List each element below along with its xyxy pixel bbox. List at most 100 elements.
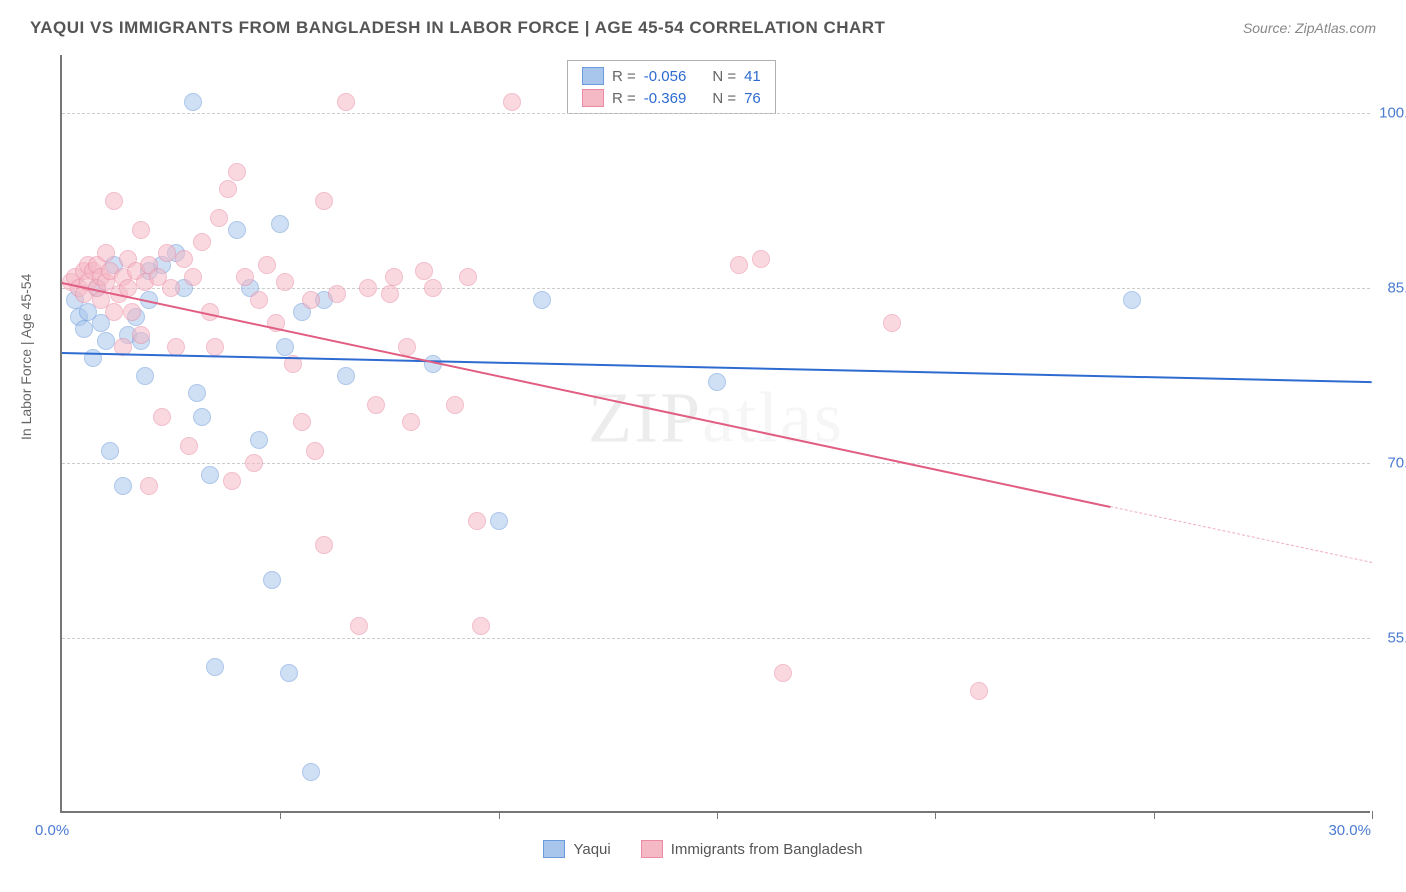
gridline [62, 113, 1370, 114]
data-point [503, 93, 521, 111]
data-point [367, 396, 385, 414]
data-point [210, 209, 228, 227]
data-point [424, 279, 442, 297]
data-point [708, 373, 726, 391]
r-label: R = [612, 68, 636, 85]
source-label: Source: ZipAtlas.com [1243, 20, 1376, 36]
legend-swatch-1 [543, 840, 565, 858]
correlation-stats-box: R = -0.056 N = 41 R = -0.369 N = 76 [567, 60, 776, 114]
x-axis-min-label: 0.0% [35, 822, 69, 839]
data-point [315, 536, 333, 554]
x-tick [1154, 811, 1155, 819]
y-tick-label: 70.0% [1375, 455, 1406, 472]
stats-row-series1: R = -0.056 N = 41 [582, 65, 761, 87]
data-point [774, 664, 792, 682]
data-point [468, 512, 486, 530]
y-tick-label: 55.0% [1375, 630, 1406, 647]
legend-item-1: Yaqui [543, 840, 610, 858]
data-point [136, 367, 154, 385]
swatch-series1 [582, 67, 604, 85]
r-value-1: -0.056 [644, 68, 687, 85]
chart-legend: Yaqui Immigrants from Bangladesh [0, 840, 1406, 858]
data-point [236, 268, 254, 286]
n-label: N = [712, 90, 736, 107]
x-tick [499, 811, 500, 819]
data-point [105, 192, 123, 210]
data-point [132, 326, 150, 344]
data-point [280, 664, 298, 682]
data-point [206, 658, 224, 676]
stats-row-series2: R = -0.369 N = 76 [582, 87, 761, 109]
legend-swatch-2 [641, 840, 663, 858]
data-point [533, 291, 551, 309]
data-point [730, 256, 748, 274]
data-point [219, 180, 237, 198]
data-point [188, 384, 206, 402]
data-point [293, 413, 311, 431]
legend-label-2: Immigrants from Bangladesh [671, 841, 863, 858]
x-axis-max-label: 30.0% [1328, 822, 1371, 839]
data-point [490, 512, 508, 530]
data-point [250, 431, 268, 449]
data-point [1123, 291, 1141, 309]
data-point [415, 262, 433, 280]
data-point [153, 408, 171, 426]
data-point [337, 367, 355, 385]
data-point [175, 250, 193, 268]
y-tick-label: 100.0% [1375, 105, 1406, 122]
data-point [350, 617, 368, 635]
data-point [302, 291, 320, 309]
data-point [193, 233, 211, 251]
n-value-1: 41 [744, 68, 761, 85]
data-point [250, 291, 268, 309]
legend-item-2: Immigrants from Bangladesh [641, 840, 863, 858]
data-point [752, 250, 770, 268]
data-point [315, 192, 333, 210]
data-point [359, 279, 377, 297]
data-point [167, 338, 185, 356]
data-point [446, 396, 464, 414]
data-point [970, 682, 988, 700]
n-value-2: 76 [744, 90, 761, 107]
chart-plot-area: ZIPatlas R = -0.056 N = 41 R = -0.369 N … [60, 55, 1370, 813]
data-point [459, 268, 477, 286]
data-point [158, 244, 176, 262]
data-point [132, 221, 150, 239]
data-point [184, 93, 202, 111]
data-point [276, 338, 294, 356]
data-point [398, 338, 416, 356]
data-point [193, 408, 211, 426]
data-point [114, 477, 132, 495]
data-point [228, 221, 246, 239]
data-point [201, 466, 219, 484]
swatch-series2 [582, 89, 604, 107]
x-tick [1372, 811, 1373, 819]
data-point [162, 279, 180, 297]
data-point [472, 617, 490, 635]
data-point [123, 303, 141, 321]
data-point [223, 472, 241, 490]
data-point [328, 285, 346, 303]
data-point [337, 93, 355, 111]
x-tick [280, 811, 281, 819]
r-value-2: -0.369 [644, 90, 687, 107]
gridline [62, 638, 1370, 639]
data-point [97, 244, 115, 262]
data-point [75, 320, 93, 338]
data-point [306, 442, 324, 460]
data-point [385, 268, 403, 286]
data-point [258, 256, 276, 274]
y-tick-label: 85.0% [1375, 280, 1406, 297]
data-point [402, 413, 420, 431]
data-point [184, 268, 202, 286]
data-point [140, 477, 158, 495]
data-point [302, 763, 320, 781]
data-point [271, 215, 289, 233]
data-point [180, 437, 198, 455]
data-point [97, 332, 115, 350]
data-point [206, 338, 224, 356]
data-point [883, 314, 901, 332]
x-tick [717, 811, 718, 819]
data-point [276, 273, 294, 291]
r-label: R = [612, 90, 636, 107]
